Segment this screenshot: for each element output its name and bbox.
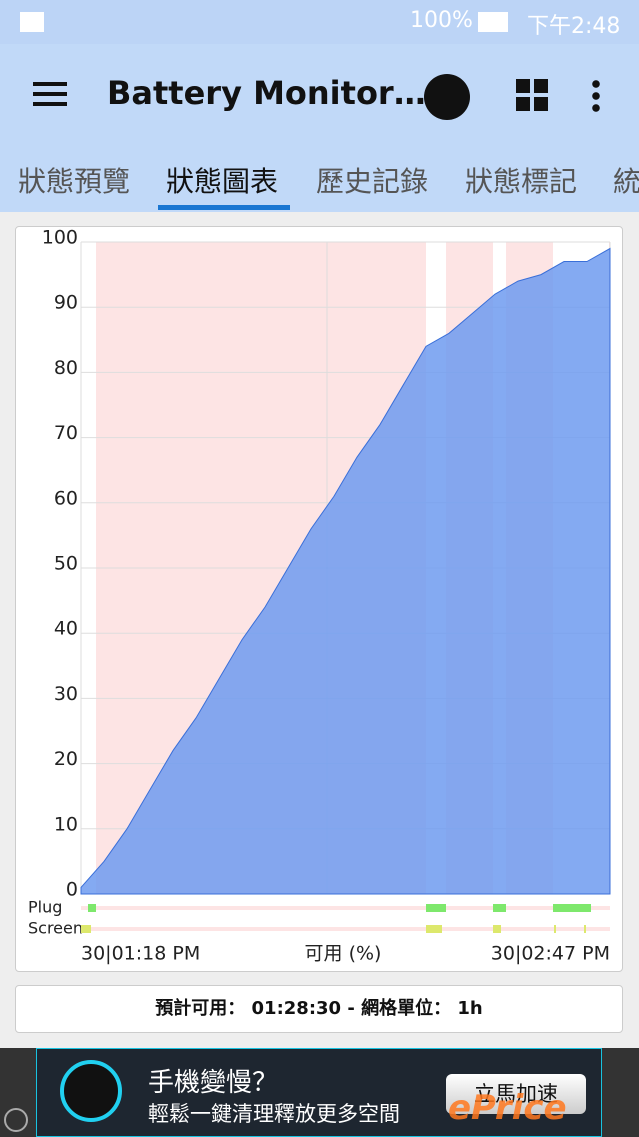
y-tick-label: 70 — [54, 422, 78, 444]
status-bar: 100% 下午2:48 — [0, 0, 639, 44]
ad-text: 輕鬆一鍵清理釋放更多空間 — [148, 1102, 400, 1126]
screen-segment — [554, 925, 556, 933]
status-row-label: Screen — [28, 919, 83, 938]
screen-segment — [426, 925, 442, 933]
y-tick-label: 0 — [66, 879, 78, 901]
menu-button[interactable] — [33, 82, 67, 106]
screen-segment — [493, 925, 501, 933]
x-axis-label: 可用 (%) — [305, 943, 382, 965]
y-tick-label: 50 — [54, 553, 78, 575]
y-tick-label: 60 — [54, 487, 78, 509]
y-tick-label: 80 — [54, 357, 78, 379]
grid-unit: 1h — [457, 998, 483, 1019]
status-row-label: Plug — [28, 898, 62, 917]
chart-button[interactable] — [424, 74, 470, 120]
info-icon[interactable] — [4, 1108, 28, 1132]
y-tick-label: 100 — [42, 227, 78, 249]
chart-card: 0 10 20 30 40 50 60 70 80 90 100 30|01:18 PM 30|02:4… — [15, 226, 623, 972]
tab[interactable]: 歷史記錄 — [316, 165, 429, 198]
x-tick-label: 30|01:18 PM — [81, 943, 200, 965]
battery-icon — [478, 12, 508, 32]
ad-banner[interactable]: 手機變慢？ 輕鬆一鍵清理釋放更多空間 立馬加速 ePrice — [0, 1048, 639, 1137]
grid-button[interactable] — [516, 79, 548, 111]
estimate-label: 預計可用： — [155, 998, 246, 1019]
plug-segment — [553, 904, 591, 912]
tab[interactable]: 狀態預覽 — [18, 165, 131, 198]
ad-icon — [60, 1060, 122, 1122]
ad-button[interactable]: 立馬加速 — [446, 1074, 586, 1114]
watermark: ePrice — [448, 1088, 567, 1128]
area — [80, 247, 611, 895]
tab-selected[interactable]: 狀態圖表 — [166, 165, 279, 198]
tab[interactable]: 統 — [613, 165, 639, 198]
battery-percent: 100% — [410, 8, 473, 33]
grid-label: - 網格單位： — [347, 998, 452, 1019]
plug-segment — [88, 904, 96, 912]
tab-indicator — [158, 205, 290, 210]
status-track — [81, 906, 610, 910]
y-tick-label: 30 — [54, 683, 78, 705]
status-track — [81, 927, 610, 931]
x-tick-label: 30|02:47 PM — [491, 943, 610, 965]
estimate: 01:28:30 — [251, 998, 342, 1019]
chart: 0 10 20 30 40 50 60 70 80 90 100 30|01:18 PM 30|02:4… — [28, 227, 611, 965]
y-tick-label: 10 — [54, 813, 78, 835]
tab[interactable]: 狀態標記 — [465, 165, 578, 198]
ad-headline: 手機變慢？ — [148, 1068, 279, 1098]
clock: 下午2:48 — [527, 14, 621, 39]
app-bar: Battery Monitor… 狀態預覽 狀態圖表 歷史記錄 狀態標記 統 — [0, 44, 639, 212]
app-title: Battery Monitor… — [107, 74, 426, 112]
plug-segment — [426, 904, 446, 912]
screen-segment — [81, 925, 91, 933]
more-button[interactable] — [592, 78, 600, 112]
y-tick-label: 20 — [54, 748, 78, 770]
image-icon — [20, 12, 44, 32]
screen-segment — [584, 925, 586, 933]
y-tick-label: 90 — [54, 292, 78, 314]
plug-segment — [493, 904, 506, 912]
y-tick-label: 40 — [54, 618, 78, 640]
footer-card: 預計可用： 01:28:30 - 網格單位： 1h — [15, 985, 623, 1033]
